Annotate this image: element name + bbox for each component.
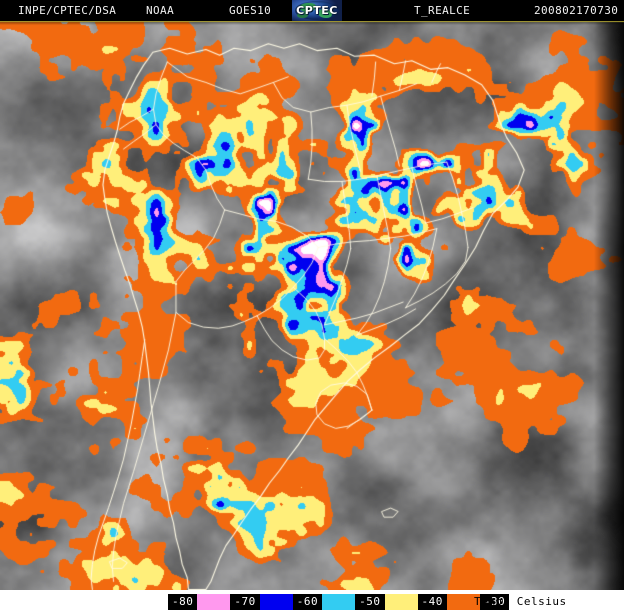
colorbar-tick-label: -30	[479, 594, 510, 610]
header-product-label: T_REALCE	[414, 4, 471, 17]
header-satellite-label: GOES10	[229, 4, 272, 17]
colorbar-swatch	[384, 594, 418, 610]
colorbar-tick-label: -70	[230, 594, 260, 610]
colorbar-swatch	[259, 594, 293, 610]
header-institution-label: INPE/CPTEC/DSA	[18, 4, 117, 17]
cptec-logo-label: CPTEC	[296, 4, 338, 17]
colorbar-swatch	[446, 594, 480, 610]
image-header-bar: INPE/CPTEC/DSA NOAA GOES10 T_REALCE 2008…	[0, 0, 624, 21]
colorbar-tick-label: -50	[355, 594, 385, 610]
colorbar-tick-label: -60	[292, 594, 323, 610]
infrared-satellite-image	[0, 21, 624, 590]
globe-landmass-shape	[297, 12, 308, 18]
temperature-colorbar: -80 -70 -60 -50 -40 -30	[168, 594, 510, 610]
colorbar-units-label: Temp. Celsius	[474, 595, 567, 608]
colorbar-swatch	[322, 594, 356, 610]
satellite-image-panel	[0, 21, 624, 590]
globe-landmass-shape	[300, 3, 316, 12]
cptec-logo-icon: CPTEC	[292, 0, 342, 21]
header-operator-label: NOAA	[146, 4, 175, 17]
colorbar-swatch	[197, 594, 231, 610]
header-timestamp-label: 200802170730	[534, 4, 619, 17]
globe-landmass-shape	[318, 9, 332, 18]
colorbar-tick-label: -80	[168, 594, 198, 610]
colorbar-tick-label: -40	[417, 594, 447, 610]
colorbar-legend: -80 -70 -60 -50 -40 -30 Temp. Celsius	[0, 590, 624, 614]
